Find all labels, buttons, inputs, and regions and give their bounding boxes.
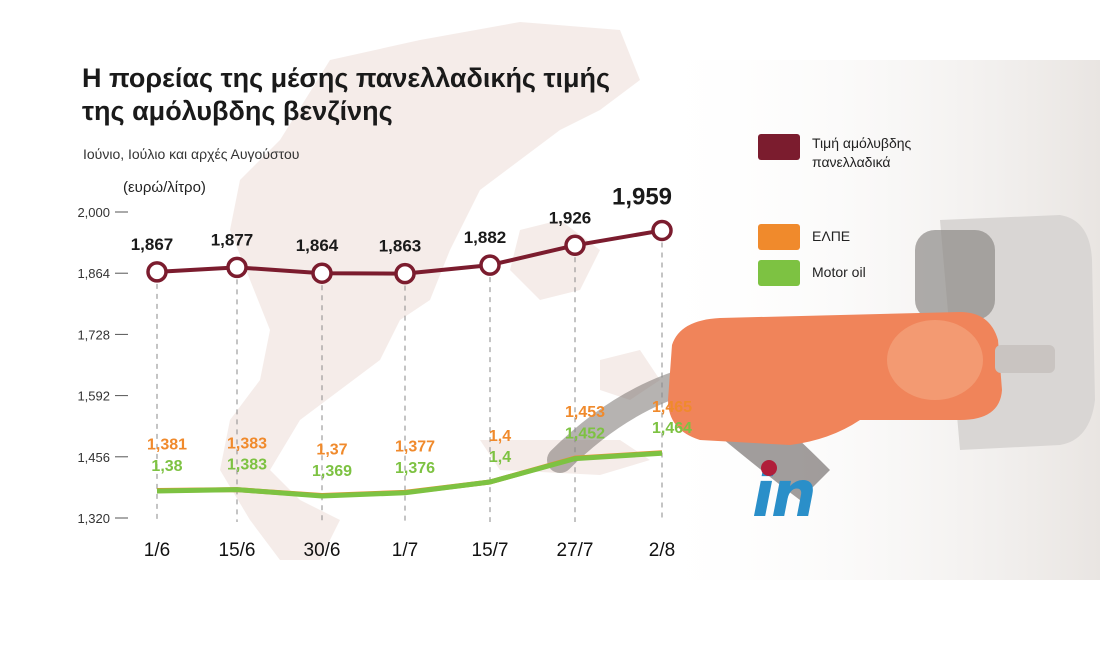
data-label-average: 1,864 [296,236,339,255]
x-tick-label: 2/8 [649,540,675,561]
data-label-average: 1,867 [131,235,174,254]
data-label-motor-oil: 1,38 [151,458,182,475]
series-point-average [479,254,501,276]
chart-subtitle: Ιούνιο, Ιούλιο και αρχές Αυγούστου [83,146,300,162]
series-point-average [226,256,248,279]
data-label-motor-oil: 1,464 [652,420,692,437]
y-tick-label: 1,320 [77,511,110,526]
legend-swatch-motor-oil [758,260,800,286]
legend-swatch-elpe [758,224,800,250]
data-label-average: 1,926 [549,208,592,227]
data-label-elpe: 1,4 [489,428,511,445]
data-label-motor-oil: 1,4 [489,449,511,466]
chart-title: Η πορείας της μέσης πανελλαδικής τιμής τ… [82,62,702,128]
data-label-motor-oil: 1,376 [395,460,435,477]
series-point-average [311,262,333,284]
x-tick-label: 30/6 [304,540,341,561]
y-axis-label: (ευρώ/λίτρο) [123,179,206,196]
data-label-average: 1,863 [379,237,422,256]
x-tick-label: 1/6 [144,540,170,561]
data-label-average: 1,882 [464,228,507,247]
data-label-elpe: 1,381 [147,437,187,454]
data-label-motor-oil: 1,452 [565,426,605,443]
x-tick-label: 15/6 [219,540,256,561]
pump-nozzle-spout [995,345,1055,373]
series-line-motor-oil [156,450,663,499]
data-label-average: 1,959 [612,183,672,210]
x-tick-label: 27/7 [557,540,594,561]
legend-label-average: Τιμή αμόλυβδης πανελλαδικά [812,135,912,170]
y-tick-label: 1,592 [77,389,110,404]
data-label-elpe: 1,465 [652,399,692,416]
legend-label-elpe: ΕΛΠΕ [812,228,851,244]
legend-item-motor-oil: Motor oil [758,260,866,286]
pump-slot [915,230,995,320]
chart-title-line2: της αμόλυβδης βενζίνης [82,96,393,126]
legend-label-motor-oil: Motor oil [812,264,866,280]
aegean-islands-shape [480,220,660,475]
series-point-average [651,219,673,242]
x-tick-label: 15/7 [472,540,509,561]
data-label-motor-oil: 1,369 [312,463,352,480]
x-tick-label: 1/7 [392,540,418,561]
data-label-motor-oil: 1,383 [227,457,267,474]
data-label-elpe: 1,383 [227,436,267,453]
pump-nozzle-cap [887,320,983,400]
chart-title-line1: Η πορείας της μέσης πανελλαδικής τιμής [82,63,611,93]
legend-item-average: Τιμή αμόλυβδης πανελλαδικά [758,134,932,172]
series-point-average [146,261,168,283]
series-point-average [394,262,416,285]
y-tick-label: 1,728 [77,327,110,342]
legend-item-elpe: ΕΛΠΕ [758,224,850,250]
y-tick-label: 2,000 [77,205,110,220]
y-tick-label: 1,456 [77,450,110,465]
y-tick-label: 1,864 [77,266,110,281]
data-label-average: 1,877 [211,230,254,249]
series-point-average [564,234,586,257]
data-label-elpe: 1,453 [565,404,605,421]
data-label-elpe: 1,377 [395,438,435,455]
greece-map-shape [220,22,640,560]
legend-swatch-average [758,134,800,160]
in-logo-dot [761,460,777,476]
data-label-elpe: 1,37 [316,442,347,459]
